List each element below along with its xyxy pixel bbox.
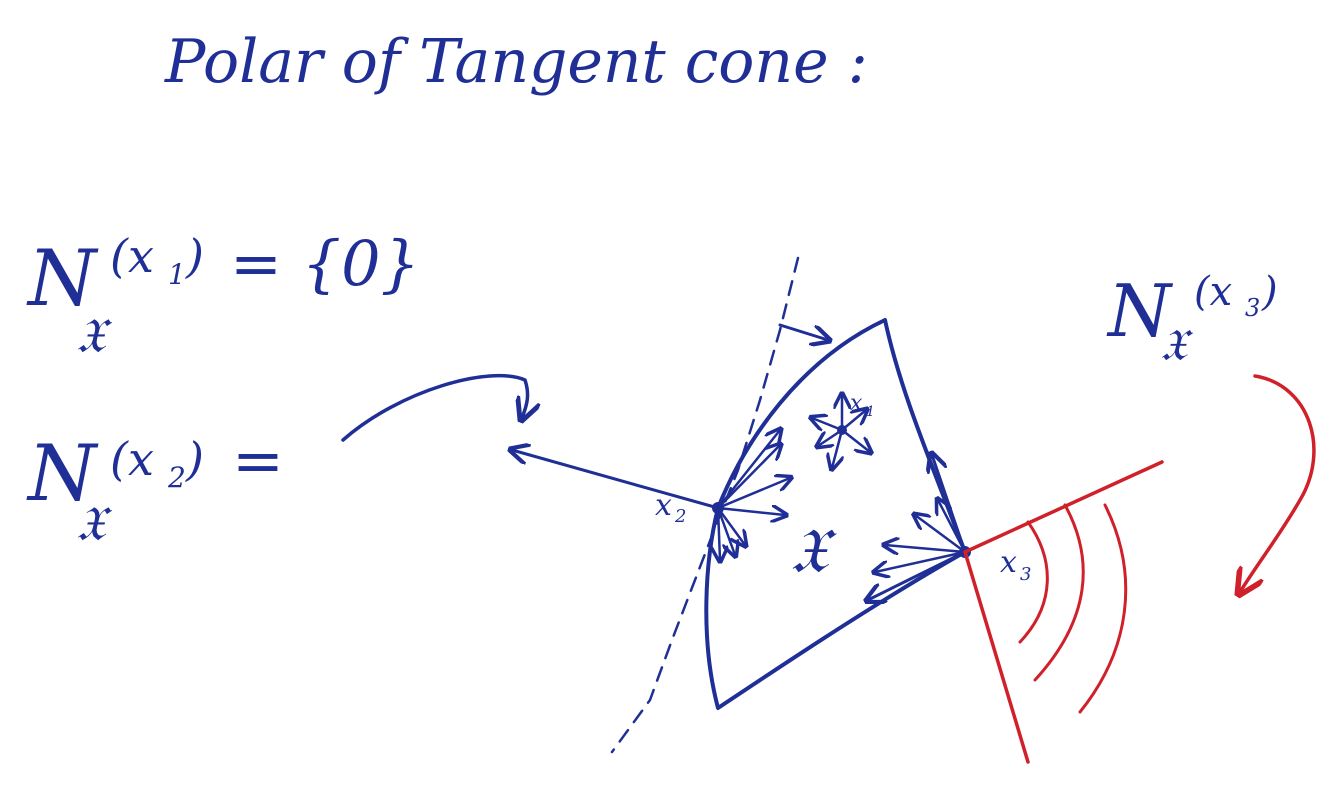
- equation-rhs: = {0}: [230, 227, 420, 300]
- normal-cone-x3: [963, 460, 1164, 764]
- argument-open: (x: [1194, 269, 1232, 315]
- set-label: 𝔛: [790, 514, 837, 587]
- equation-rhs: =: [232, 424, 284, 497]
- normal-symbol: N: [26, 234, 99, 324]
- point-x1-index: 1: [866, 404, 875, 420]
- point-x1-label: x: [850, 391, 863, 416]
- argument-close: ): [185, 432, 204, 486]
- argument-index: 3: [1245, 294, 1260, 322]
- set-subscript: 𝔛: [76, 496, 113, 552]
- argument-open: (x: [110, 229, 154, 283]
- set-subscript: 𝔛: [1160, 320, 1194, 371]
- equation-normal-cone-x3: N 𝔛 (x 3 ): [1106, 269, 1278, 371]
- normal-symbol: N: [1106, 269, 1174, 353]
- equation-normal-cone-x1: N 𝔛 (x 1 ) = {0}: [26, 227, 420, 364]
- argument-close: ): [185, 229, 204, 283]
- point-x3: x 3: [868, 455, 1031, 600]
- equation-normal-cone-x2: N 𝔛 (x 2 ) =: [26, 424, 284, 552]
- normal-symbol: N: [26, 429, 99, 519]
- set-subscript: 𝔛: [76, 308, 113, 364]
- argument-index: 1: [168, 258, 186, 291]
- point-x3-label: x: [1000, 545, 1017, 580]
- point-x2-label: x: [655, 488, 672, 523]
- page-title: Polar of Tangent cone :: [164, 27, 868, 97]
- feasible-set-boundary: [704, 318, 967, 710]
- pointer-arrow-x3: [1240, 374, 1316, 592]
- point-x3-index: 3: [1020, 564, 1031, 585]
- argument-close: ): [1261, 269, 1278, 315]
- argument-index: 2: [167, 461, 186, 494]
- point-x2: x 2: [512, 430, 790, 560]
- point-x2-index: 2: [674, 506, 686, 527]
- pointer-arrow-x2: [341, 373, 528, 442]
- point-x1: x 1: [812, 391, 875, 468]
- argument-open: (x: [110, 432, 154, 486]
- pointer-arrow-dashed: [778, 323, 828, 340]
